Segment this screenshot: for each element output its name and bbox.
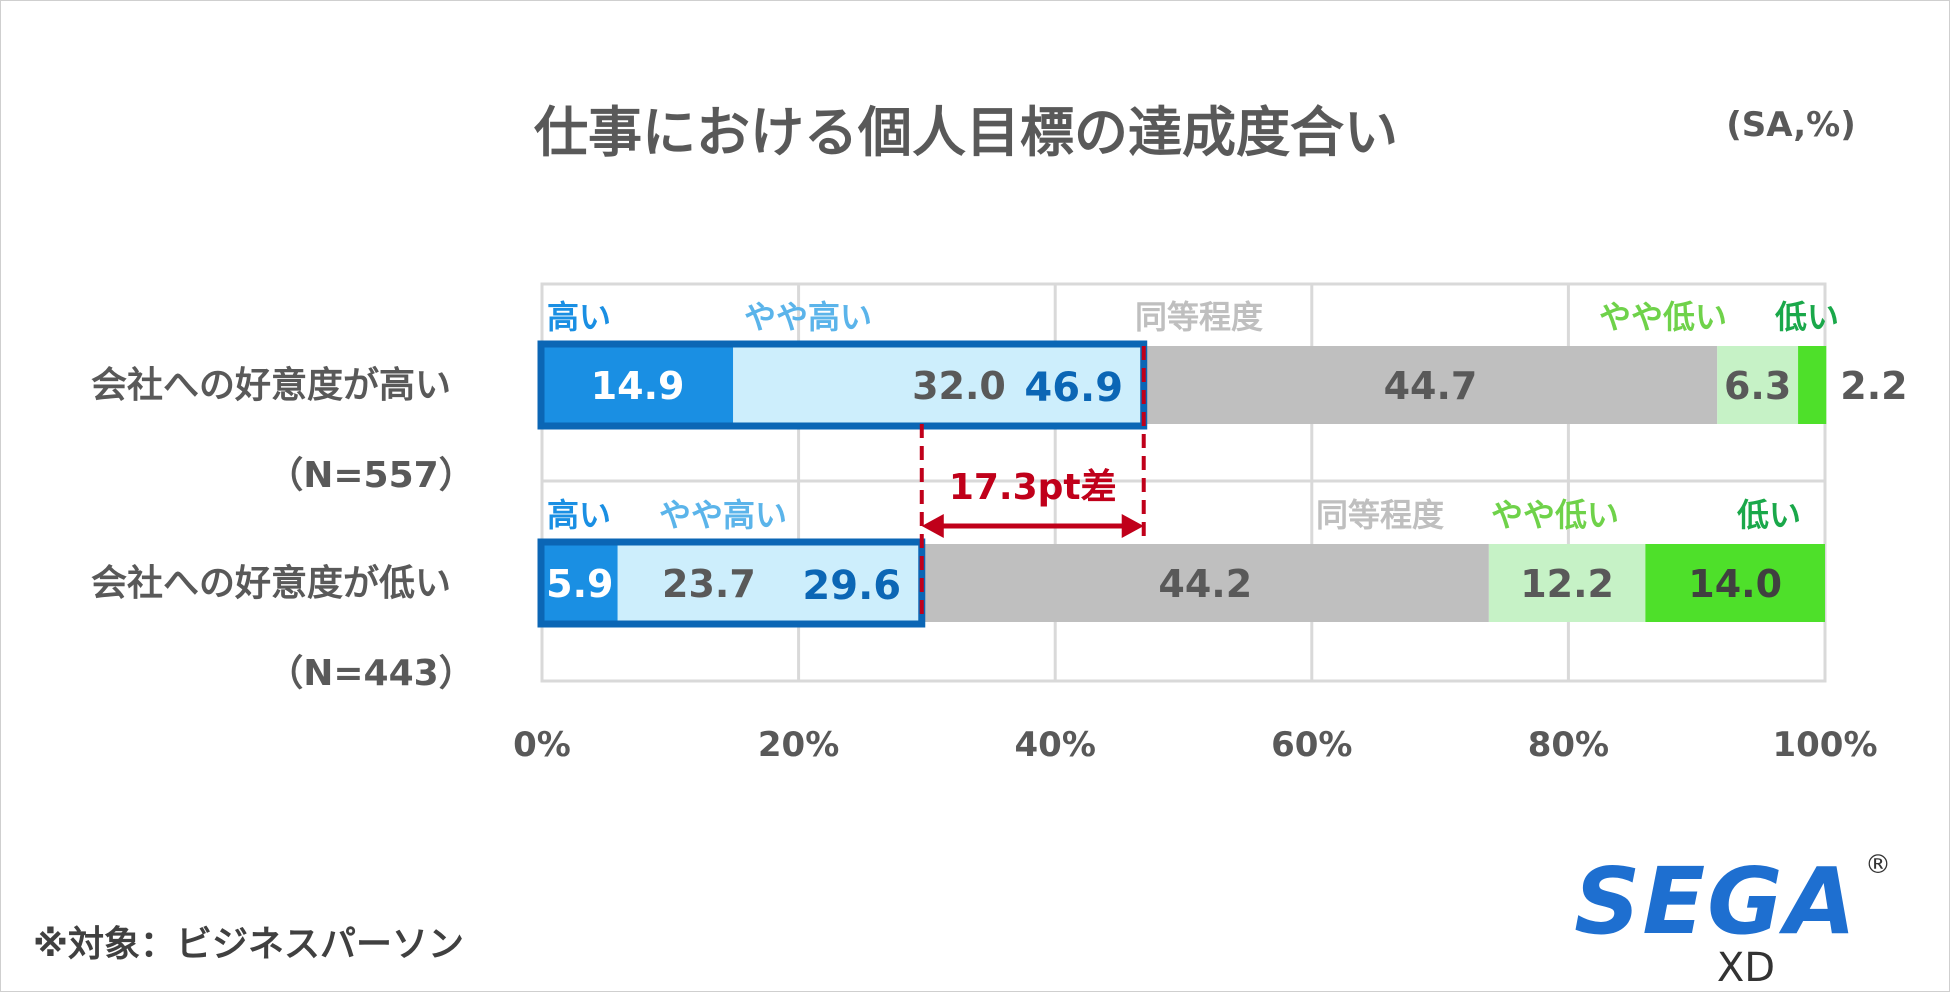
x-tick-label: 80% (1528, 725, 1609, 765)
category-label: 会社への好意度が低い (91, 563, 451, 604)
x-tick-label: 60% (1271, 725, 1352, 765)
bar-value-label: 14.0 (1688, 562, 1782, 606)
subtotal-value-label: 46.9 (1024, 365, 1123, 411)
bar-segment (1717, 346, 1799, 424)
bar-value-label: 44.2 (1158, 562, 1252, 606)
bar-segment (733, 346, 1144, 424)
segment-name-label: 同等程度 (1316, 496, 1444, 534)
segment-name-label: やや高い (744, 298, 872, 336)
subtotal-highlight-box (537, 340, 1148, 430)
segment-name-label: 低い (1737, 496, 1801, 534)
x-tick-label: 0% (513, 725, 571, 765)
category-n-label: （N=443） (267, 653, 474, 694)
bar-value-label: 12.2 (1520, 562, 1614, 606)
bar-value-label: 14.9 (591, 364, 685, 408)
bar-segment (617, 544, 922, 622)
bar-segment (1645, 544, 1825, 622)
segment-name-label: 低い (1775, 298, 1839, 336)
category-label: 会社への好意度が高い (91, 365, 451, 406)
gap-arrow-head-left (921, 514, 944, 538)
chart-title: 仕事における個人目標の達成度合い (534, 101, 1398, 164)
x-tick-label: 20% (758, 725, 839, 765)
x-tick-label: 40% (1015, 725, 1096, 765)
category-n-label: （N=557） (267, 455, 474, 496)
x-tick-label: 100% (1772, 725, 1877, 765)
bar-value-label: 32.0 (912, 364, 1006, 408)
subtotal-value-label: 29.6 (802, 563, 901, 609)
footnote: ※対象：ビジネスパーソン (33, 924, 464, 965)
segment-name-label: 高い (547, 496, 611, 534)
gap-arrow-head-right (1121, 514, 1144, 538)
segment-name-label: やや高い (659, 496, 787, 534)
bar-segment (1798, 346, 1827, 424)
segment-name-label: やや低い (1491, 496, 1619, 534)
bar-segment (1143, 346, 1718, 424)
bar-segment (542, 346, 734, 424)
bar-value-label: 2.2 (1840, 364, 1907, 408)
bar-value-label: 6.3 (1724, 364, 1791, 408)
bar-segment (542, 544, 618, 622)
registered-mark: ® (1865, 850, 1891, 880)
unit-note: (SA,%) (1726, 105, 1856, 145)
bar-segment (921, 544, 1489, 622)
bar-segment (1488, 544, 1646, 622)
logo-text: SEGA (1574, 848, 1858, 955)
bar-value-label: 44.7 (1384, 364, 1478, 408)
segment-name-label: 高い (547, 298, 611, 336)
logo-subtext: XD (1717, 945, 1775, 991)
sega-xd-logo: SEGA ® XD (1574, 848, 1891, 991)
bar-value-label: 5.9 (546, 562, 613, 606)
gap-annotation-label: 17.3pt差 (949, 467, 1117, 508)
segment-name-label: 同等程度 (1135, 298, 1263, 336)
segment-name-label: やや低い (1599, 298, 1727, 336)
bar-value-label: 23.7 (662, 562, 756, 606)
